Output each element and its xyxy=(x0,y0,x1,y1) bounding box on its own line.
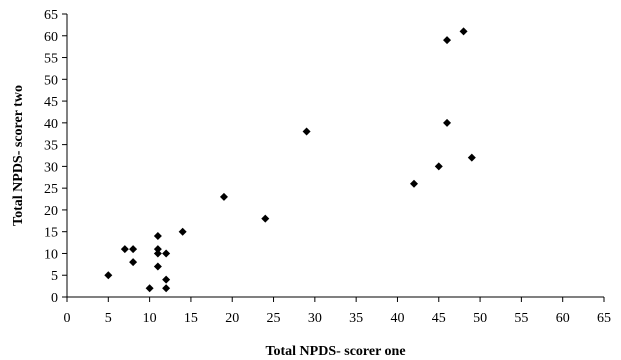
y-tick-label: 15 xyxy=(44,226,58,241)
x-tick-label: 55 xyxy=(514,311,528,326)
data-point xyxy=(162,249,171,258)
y-tick-label: 55 xyxy=(44,52,58,67)
data-point xyxy=(120,245,129,254)
x-axis-title: Total NPDS- scorer one xyxy=(265,344,405,359)
y-tick-label: 40 xyxy=(44,117,58,132)
data-point xyxy=(261,214,270,223)
x-axis-ticks: 0 5 10 15 20 25 30 35 40 45 50 55 60 65 xyxy=(64,297,611,326)
y-tick-label: 5 xyxy=(51,269,58,284)
data-point xyxy=(153,245,162,254)
x-tick-label: 0 xyxy=(64,311,71,326)
x-tick-label: 30 xyxy=(308,311,322,326)
data-point xyxy=(178,227,187,236)
data-point xyxy=(443,118,452,127)
data-point xyxy=(459,27,468,36)
x-tick-label: 35 xyxy=(349,311,363,326)
y-tick-label: 50 xyxy=(44,73,58,88)
x-tick-label: 15 xyxy=(184,311,198,326)
data-point xyxy=(219,192,228,201)
y-tick-label: 35 xyxy=(44,139,58,154)
y-tick-label: 30 xyxy=(44,160,58,175)
data-point xyxy=(153,249,162,258)
data-points xyxy=(104,27,476,293)
y-tick-label: 0 xyxy=(51,291,58,306)
data-point xyxy=(409,179,418,188)
data-point xyxy=(153,262,162,271)
data-point xyxy=(129,258,138,267)
x-tick-label: 65 xyxy=(597,311,611,326)
x-tick-label: 40 xyxy=(390,311,404,326)
data-point xyxy=(162,275,171,284)
x-tick-label: 20 xyxy=(225,311,239,326)
y-axis-ticks: 0 5 10 15 20 25 30 35 40 45 50 55 60 65 xyxy=(44,8,67,306)
y-tick-label: 45 xyxy=(44,95,58,110)
y-tick-label: 20 xyxy=(44,204,58,219)
data-point xyxy=(104,271,113,280)
x-tick-label: 25 xyxy=(267,311,281,326)
y-tick-label: 25 xyxy=(44,182,58,197)
data-point xyxy=(153,232,162,241)
y-axis-title: Total NPDS- scorer two xyxy=(11,85,26,226)
x-tick-label: 50 xyxy=(473,311,487,326)
y-tick-label: 60 xyxy=(44,30,58,45)
data-point xyxy=(162,284,171,293)
x-tick-label: 60 xyxy=(556,311,570,326)
y-tick-label: 10 xyxy=(44,247,58,262)
x-tick-label: 10 xyxy=(143,311,157,326)
x-tick-label: 5 xyxy=(105,311,112,326)
data-point xyxy=(434,162,443,171)
y-tick-label: 65 xyxy=(44,8,58,23)
data-point xyxy=(443,36,452,45)
data-point xyxy=(145,284,154,293)
data-point xyxy=(129,245,138,254)
data-point xyxy=(467,153,476,162)
data-point xyxy=(302,127,311,136)
x-tick-label: 45 xyxy=(432,311,446,326)
